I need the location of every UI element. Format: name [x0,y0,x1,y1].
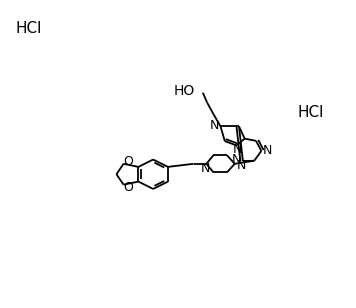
Text: HO: HO [174,84,195,98]
Text: N: N [210,119,220,132]
Text: N: N [262,144,272,157]
Text: HCl: HCl [16,21,42,36]
Text: N: N [231,153,241,166]
Text: HCl: HCl [298,105,324,120]
Text: N: N [233,143,243,156]
Text: N: N [200,162,210,175]
Text: N: N [236,159,246,172]
Text: O: O [123,155,133,168]
Text: O: O [123,180,133,194]
